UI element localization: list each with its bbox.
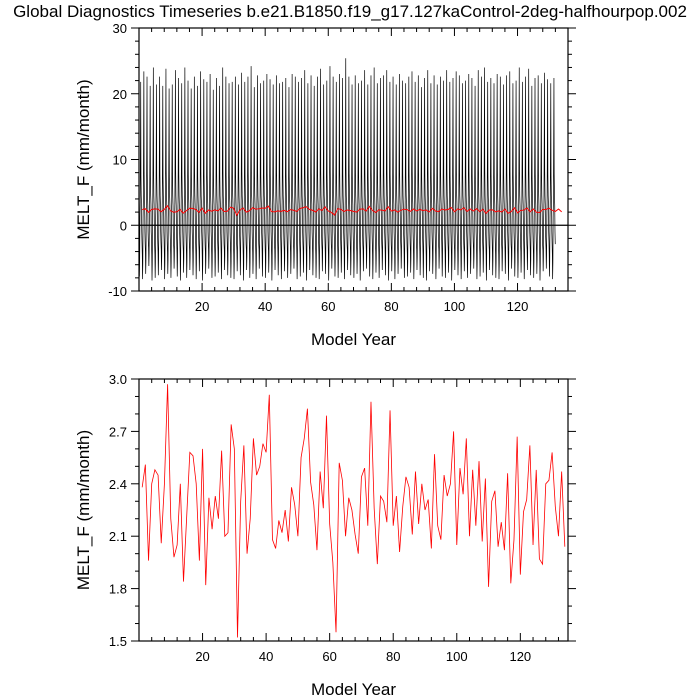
y-tick-label: 10 <box>113 153 127 168</box>
x-tick-label: 40 <box>258 299 272 314</box>
y-tick-label: 30 <box>113 21 127 36</box>
x-tick-label: 20 <box>195 299 209 314</box>
x-tick-label: 80 <box>384 299 398 314</box>
y-axis-title: MELT_F (mm/month) <box>74 430 93 590</box>
y-tick-label: 2.7 <box>109 424 127 439</box>
y-tick-label: 3.0 <box>109 372 127 387</box>
x-axis-title: Model Year <box>311 680 396 699</box>
x-tick-label: 120 <box>509 649 531 664</box>
x-tick-label: 80 <box>386 649 400 664</box>
x-tick-label: 60 <box>321 299 335 314</box>
x-axis-title: Model Year <box>311 330 396 349</box>
y-tick-label: -10 <box>108 284 127 299</box>
y-tick-label: 1.5 <box>109 634 127 649</box>
x-tick-label: 120 <box>507 299 529 314</box>
y-tick-label: 20 <box>113 87 127 102</box>
bottom-panel: 20 40 60 80 100 120 1.5 1.8 2.1 2.4 2.7 3.0 Model Ye… <box>74 372 576 699</box>
plot-frame <box>138 378 569 642</box>
y-tick-label: 0 <box>120 218 127 233</box>
annual-mean-series-line <box>141 384 566 638</box>
page-title: Global Diagnostics Timeseries b.e21.B185… <box>13 2 687 21</box>
x-tick-label: 60 <box>322 649 336 664</box>
top-panel: 20 40 60 80 100 120 -10 0 10 20 30 Model Year MELT_F… <box>74 21 576 349</box>
x-tick-label: 100 <box>444 299 466 314</box>
y-tick-label: 2.1 <box>109 529 127 544</box>
x-tick-label: 40 <box>259 649 273 664</box>
y-tick-label: 2.4 <box>109 477 127 492</box>
x-tick-label: 20 <box>195 649 209 664</box>
monthly-series-line <box>139 58 556 281</box>
x-tick-label: 100 <box>446 649 468 664</box>
y-tick-label: 1.8 <box>109 582 127 597</box>
annual-mean-series-line <box>142 204 563 217</box>
y-axis-title: MELT_F (mm/month) <box>74 79 93 239</box>
